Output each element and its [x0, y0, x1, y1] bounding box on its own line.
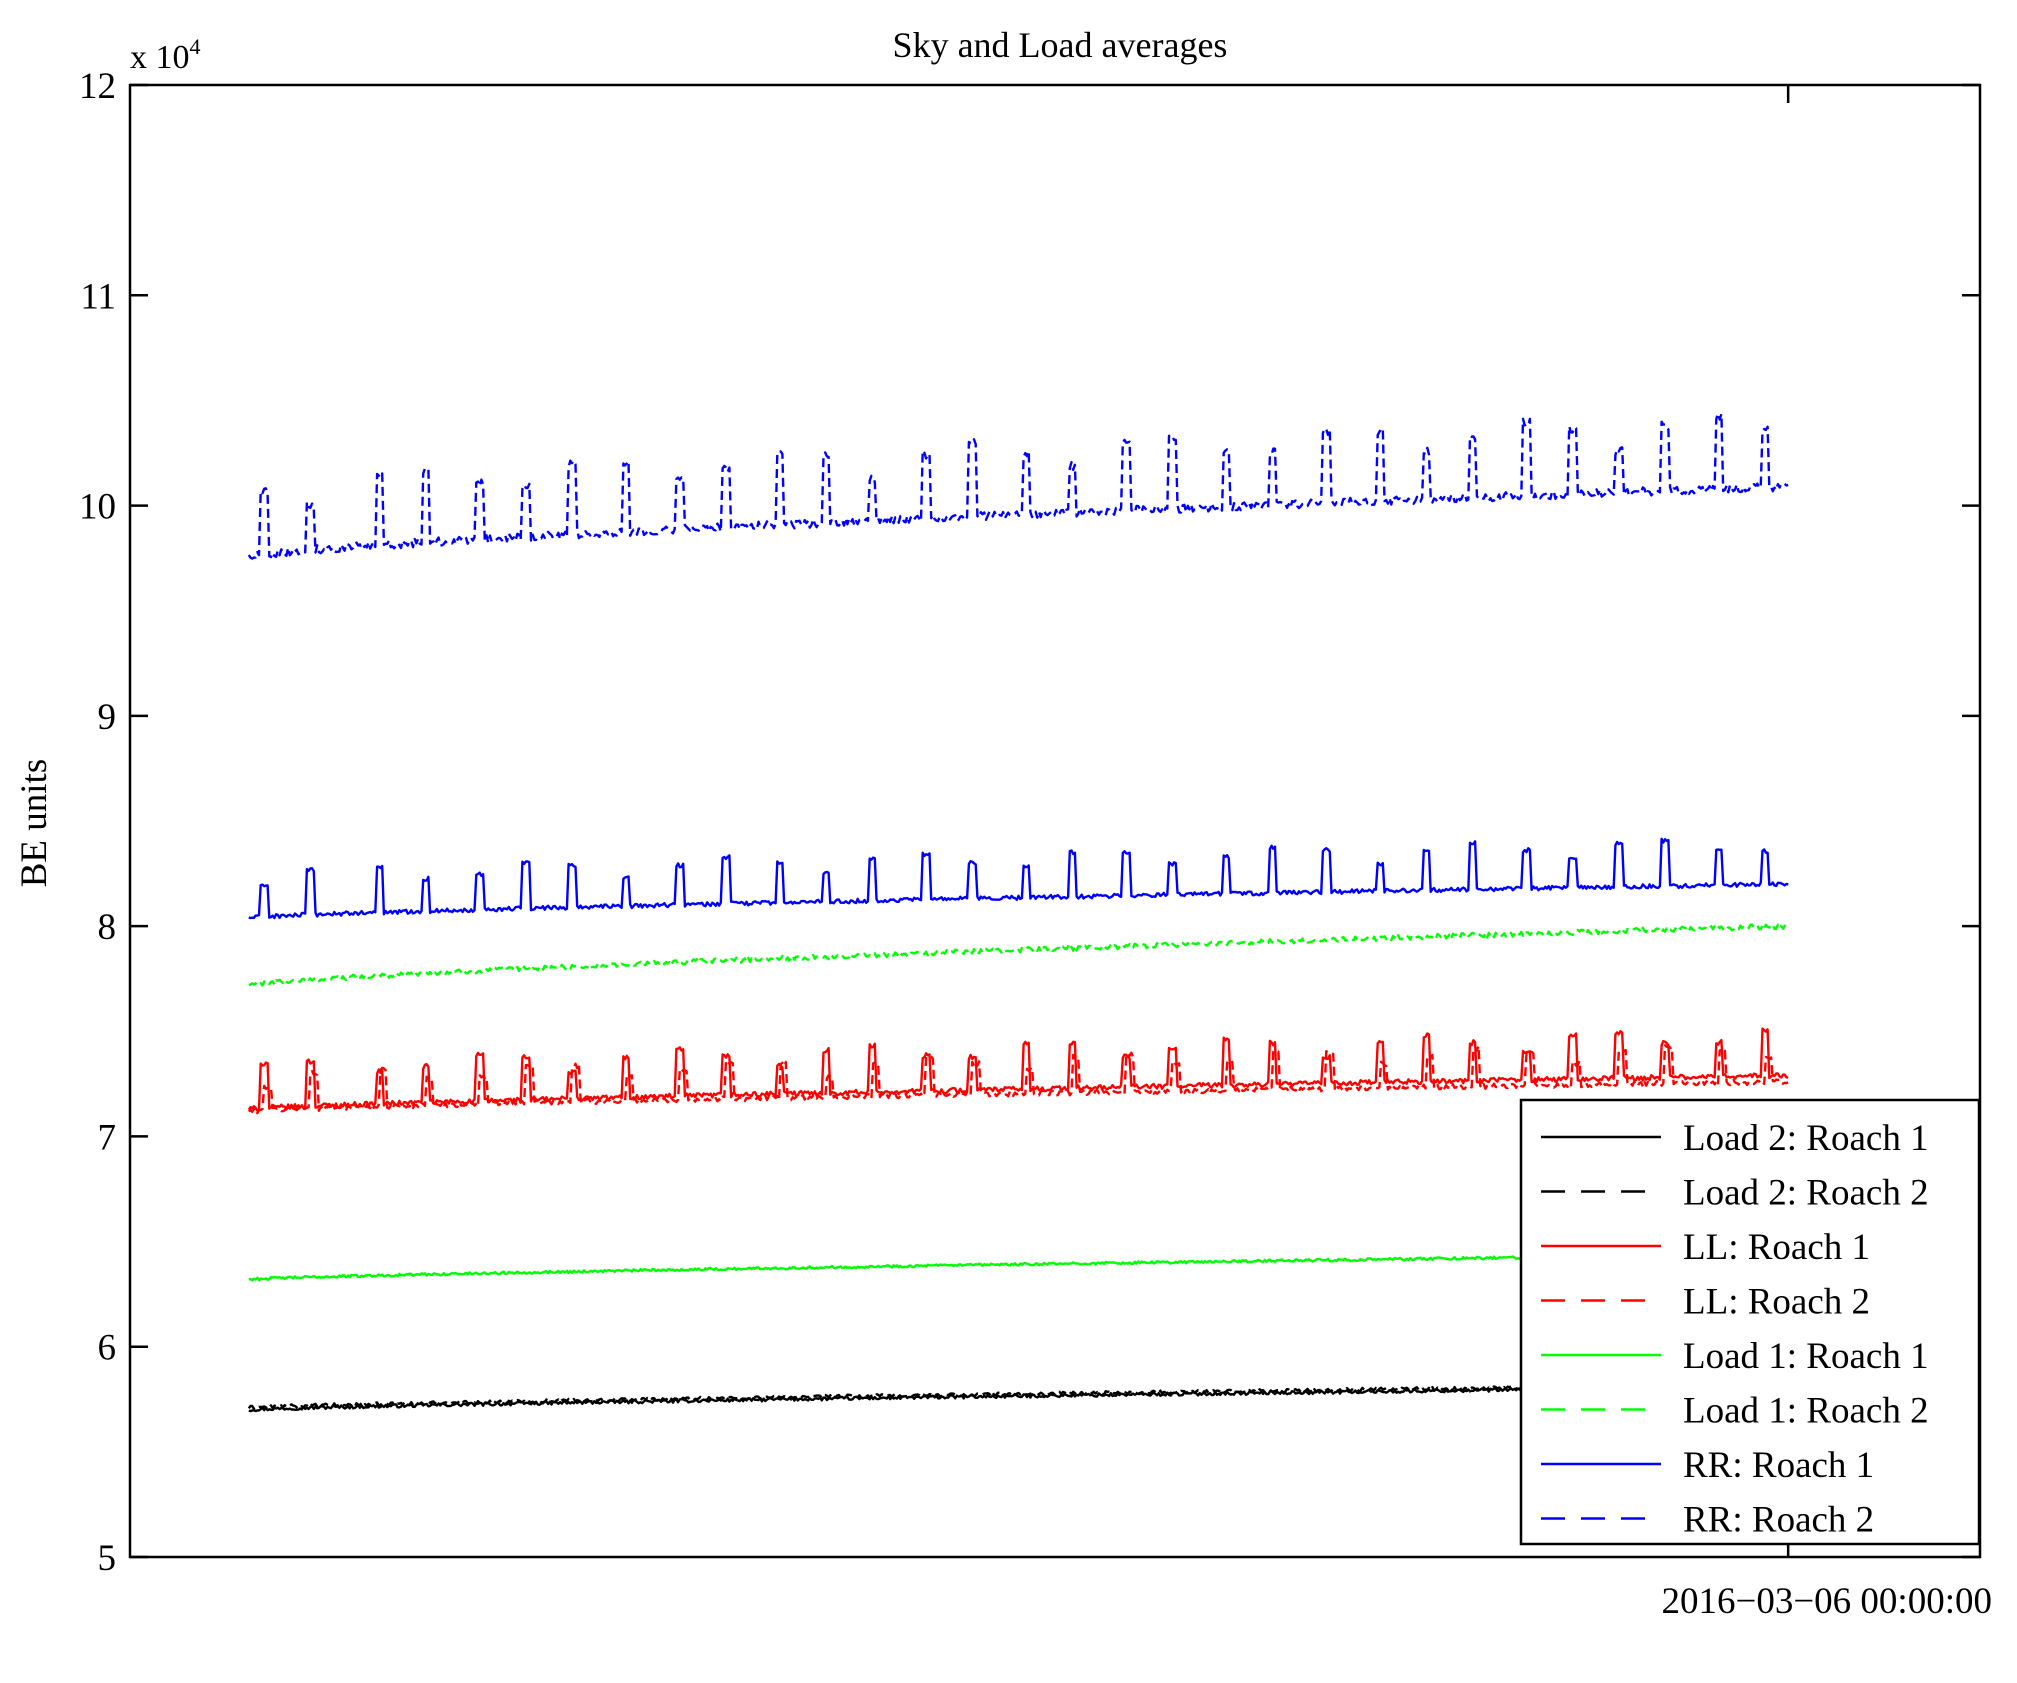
y-tick-label: 9: [98, 697, 117, 738]
y-axis-multiplier: x 104: [130, 34, 201, 76]
series-line-ll-roach-1: [247, 1027, 1789, 1112]
y-axis-multiplier-base: x 10: [130, 39, 190, 76]
y-axis-label: BE units: [14, 759, 55, 888]
y-tick-label: 11: [80, 276, 116, 317]
legend-label: RR: Roach 1: [1683, 1445, 1874, 1486]
y-tick-label: 5: [98, 1538, 117, 1579]
series-layer: [247, 412, 1790, 1413]
series-line-rr-roach-2: [247, 412, 1789, 560]
legend: Load 2: Roach 1 Load 2: Roach 2 LL: Roach …: [1519, 1098, 1981, 1546]
y-tick-label: 7: [98, 1117, 117, 1158]
y-tick-label: 6: [98, 1328, 117, 1369]
y-tick-label: 10: [79, 487, 116, 528]
legend-label: Load 2: Roach 1: [1683, 1118, 1929, 1159]
series-line-ll-roach-2: [247, 1044, 1789, 1115]
chart-title: Sky and Load averages: [893, 25, 1228, 65]
legend-box: [1519, 1098, 1981, 1546]
x-tick-label: 2016−03−06 00:00:00: [1661, 1581, 1992, 1622]
plot-frame: [128, 83, 1982, 1559]
legend-label: LL: Roach 2: [1683, 1282, 1870, 1323]
legend-label: RR: Roach 2: [1683, 1500, 1874, 1541]
legend-label: Load 2: Roach 2: [1683, 1173, 1929, 1214]
y-tick-label: 8: [98, 907, 117, 948]
legend-label: LL: Roach 1: [1683, 1227, 1870, 1268]
y-axis-multiplier-exponent: 4: [190, 34, 201, 59]
legend-label: Load 1: Roach 2: [1683, 1391, 1929, 1432]
series-line-load-1-roach-2: [248, 923, 1790, 987]
series-line-rr-roach-1: [248, 837, 1789, 920]
legend-label: Load 1: Roach 1: [1683, 1336, 1929, 1377]
y-tick-label: 12: [79, 66, 116, 107]
